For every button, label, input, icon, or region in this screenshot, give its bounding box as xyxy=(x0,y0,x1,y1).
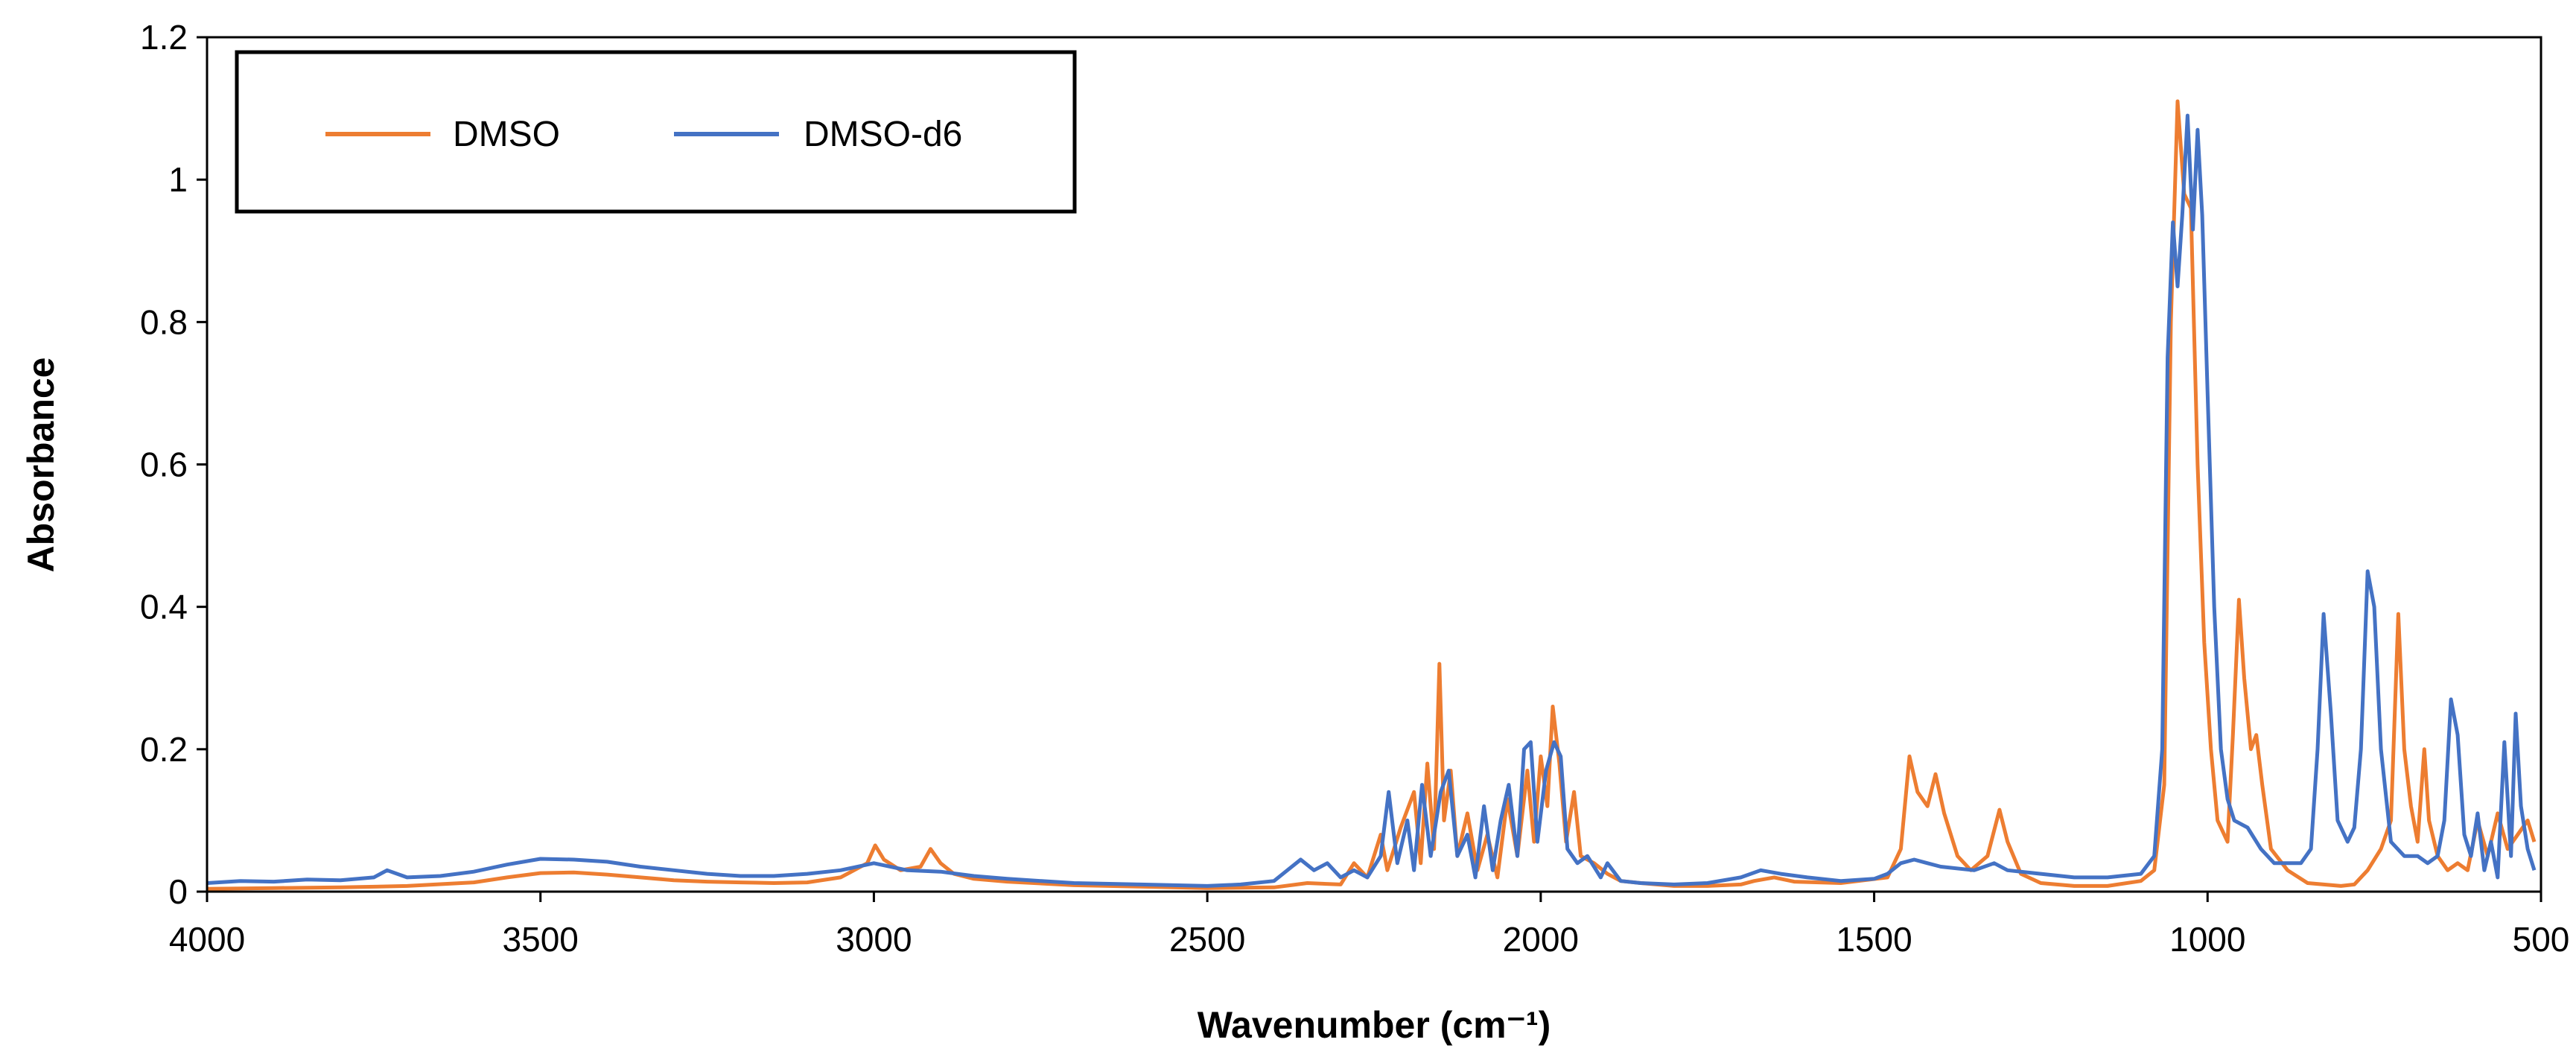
y-axis-title: Absorbance xyxy=(20,358,62,573)
y-tick-label: 0 xyxy=(168,872,188,911)
x-axis-title: Wavenumber (cm⁻¹) xyxy=(1198,1004,1551,1046)
x-tick-label: 2000 xyxy=(1503,920,1579,959)
x-tick-label: 3000 xyxy=(836,920,912,959)
x-tick-label: 1000 xyxy=(2169,920,2245,959)
x-tick-label: 3500 xyxy=(503,920,579,959)
y-tick-label: 0.6 xyxy=(140,445,188,484)
x-tick-label: 2500 xyxy=(1169,920,1245,959)
series-layer xyxy=(207,99,2537,891)
y-tick-label: 0.8 xyxy=(140,302,188,341)
x-axis-ticks: 4000 3500 3000 2500 2000 1500 1000 500 xyxy=(169,892,2570,959)
legend: DMSO DMSO-d6 xyxy=(235,50,1077,214)
y-tick-label: 0.2 xyxy=(140,730,188,769)
series-line-dmso xyxy=(207,99,2537,891)
y-tick-label: 1 xyxy=(168,160,188,199)
y-tick-label: 0.4 xyxy=(140,588,188,626)
series-line-dmso-d6 xyxy=(207,113,2537,888)
y-axis-ticks: 0 0.2 0.4 0.6 0.8 1 1.2 xyxy=(140,18,207,911)
y-tick-label: 1.2 xyxy=(140,18,188,57)
legend-label-dmso: DMSO xyxy=(453,115,560,154)
x-tick-label: 500 xyxy=(2513,920,2570,959)
x-tick-label: 4000 xyxy=(169,920,245,959)
x-tick-label: 1500 xyxy=(1836,920,1912,959)
legend-label-dmso-d6: DMSO-d6 xyxy=(804,115,962,154)
